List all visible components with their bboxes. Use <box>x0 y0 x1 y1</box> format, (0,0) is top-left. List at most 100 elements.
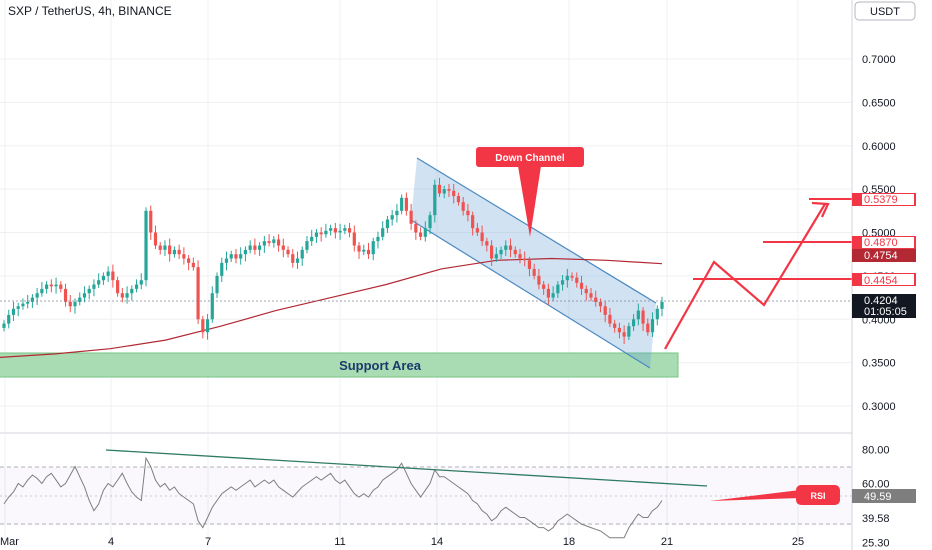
candle-body <box>267 241 271 243</box>
candle-body <box>73 301 77 307</box>
price-axis[interactable]: 0.70000.65000.60000.55000.50000.45000.40… <box>862 54 896 413</box>
candle-body <box>395 210 399 216</box>
candle-body <box>78 297 82 302</box>
candle-body <box>177 249 181 255</box>
candle-body <box>631 319 636 327</box>
candle-body <box>523 258 527 261</box>
candle-body <box>63 288 68 302</box>
moving-average-line <box>0 257 663 358</box>
down-channel-lower-line <box>410 219 651 369</box>
candle-body <box>163 245 167 250</box>
down-channel-callout-pointer <box>518 166 541 237</box>
candle-body <box>329 228 333 231</box>
candle-body <box>54 284 58 287</box>
candle-body <box>489 245 494 259</box>
candle-body <box>319 232 323 235</box>
countdown-tag: 01:05:05 <box>864 306 907 318</box>
candle-body <box>622 332 626 337</box>
candlestick-series <box>2 177 664 344</box>
candle-body <box>234 254 238 259</box>
candle-body <box>291 254 295 263</box>
candle-body <box>414 223 418 233</box>
rsi-tick-label: 60.00 <box>862 479 890 491</box>
candle-body <box>338 230 342 233</box>
candle-body <box>513 249 517 255</box>
candle-body <box>504 245 508 250</box>
target-lines <box>693 198 852 280</box>
date-tick-label: 21 <box>661 536 673 548</box>
candle-body <box>111 271 115 281</box>
candle-body <box>7 314 11 324</box>
chart-title: SXP / TetherUS, 4h, BINANCE <box>8 4 172 18</box>
date-tick-label: 7 <box>205 536 211 548</box>
candle-body <box>149 210 153 233</box>
down-channel-callout-box <box>476 147 584 167</box>
candle-body <box>442 189 446 194</box>
candle-body <box>381 228 385 237</box>
candle-body <box>120 293 124 298</box>
candle-body <box>153 232 158 246</box>
candle-body <box>68 301 72 307</box>
candle-body <box>305 241 309 250</box>
candle-body <box>253 245 257 250</box>
date-axis[interactable]: Mar 4 7 11 14 18 21 25 <box>0 536 804 548</box>
candle-body <box>210 293 214 320</box>
candle-body <box>613 323 617 328</box>
candle-body <box>295 258 300 263</box>
candle-body <box>201 319 205 333</box>
support-area-box[interactable] <box>0 352 679 378</box>
date-tick-label: 11 <box>334 536 345 548</box>
candle-body <box>366 249 371 255</box>
candle-body <box>570 275 574 278</box>
grid-lines <box>0 0 852 548</box>
candle-body <box>40 288 44 294</box>
rsi-callout[interactable]: RSI <box>710 485 840 505</box>
candle-body <box>272 239 276 243</box>
candle-body <box>215 275 219 294</box>
candle-body <box>598 301 603 307</box>
candle-body <box>158 245 162 250</box>
down-channel[interactable] <box>410 157 657 369</box>
price-tick-label: 0.6500 <box>862 97 896 109</box>
candle-body <box>276 239 281 246</box>
projected-price-path <box>664 203 826 350</box>
candle-body <box>627 326 631 337</box>
price-tick-label: 0.6000 <box>862 141 896 153</box>
candle-body <box>551 293 555 298</box>
candle-body <box>409 210 413 224</box>
rsi-trendline <box>105 449 708 487</box>
candle-body <box>82 293 87 298</box>
candle-body <box>333 228 337 233</box>
rsi-tick-label: 39.58 <box>862 513 890 525</box>
candle-body <box>258 245 262 250</box>
date-tick-label: 14 <box>431 536 443 548</box>
candle-body <box>423 228 427 237</box>
candle-body <box>243 249 248 255</box>
candle-body <box>385 219 390 229</box>
candle-body <box>45 284 49 289</box>
candle-body <box>494 254 498 259</box>
candle-body <box>518 254 522 259</box>
candle-body <box>371 241 375 255</box>
candle-body <box>26 301 30 304</box>
rsi-axis[interactable]: 80.00 60.00 39.58 25.30 <box>862 445 890 550</box>
candle-body <box>347 228 352 233</box>
currency-button[interactable] <box>854 1 916 21</box>
candle-body <box>532 268 536 276</box>
candle-body <box>281 245 285 250</box>
candle-body <box>579 282 584 289</box>
ma-tag: 0.4754 <box>864 250 898 262</box>
candle-body <box>456 196 461 203</box>
candle-body <box>485 241 489 246</box>
price-tick-label: 0.3500 <box>862 358 896 370</box>
price-tick-label: 0.7000 <box>862 54 896 66</box>
candle-body <box>499 249 503 255</box>
candle-body <box>130 288 134 294</box>
date-tick-label: 25 <box>792 536 804 548</box>
candle-body <box>191 262 195 268</box>
candle-body <box>641 310 645 324</box>
candle-body <box>35 293 39 298</box>
down-channel-callout[interactable]: Down Channel <box>476 147 584 237</box>
candle-body <box>357 245 361 252</box>
